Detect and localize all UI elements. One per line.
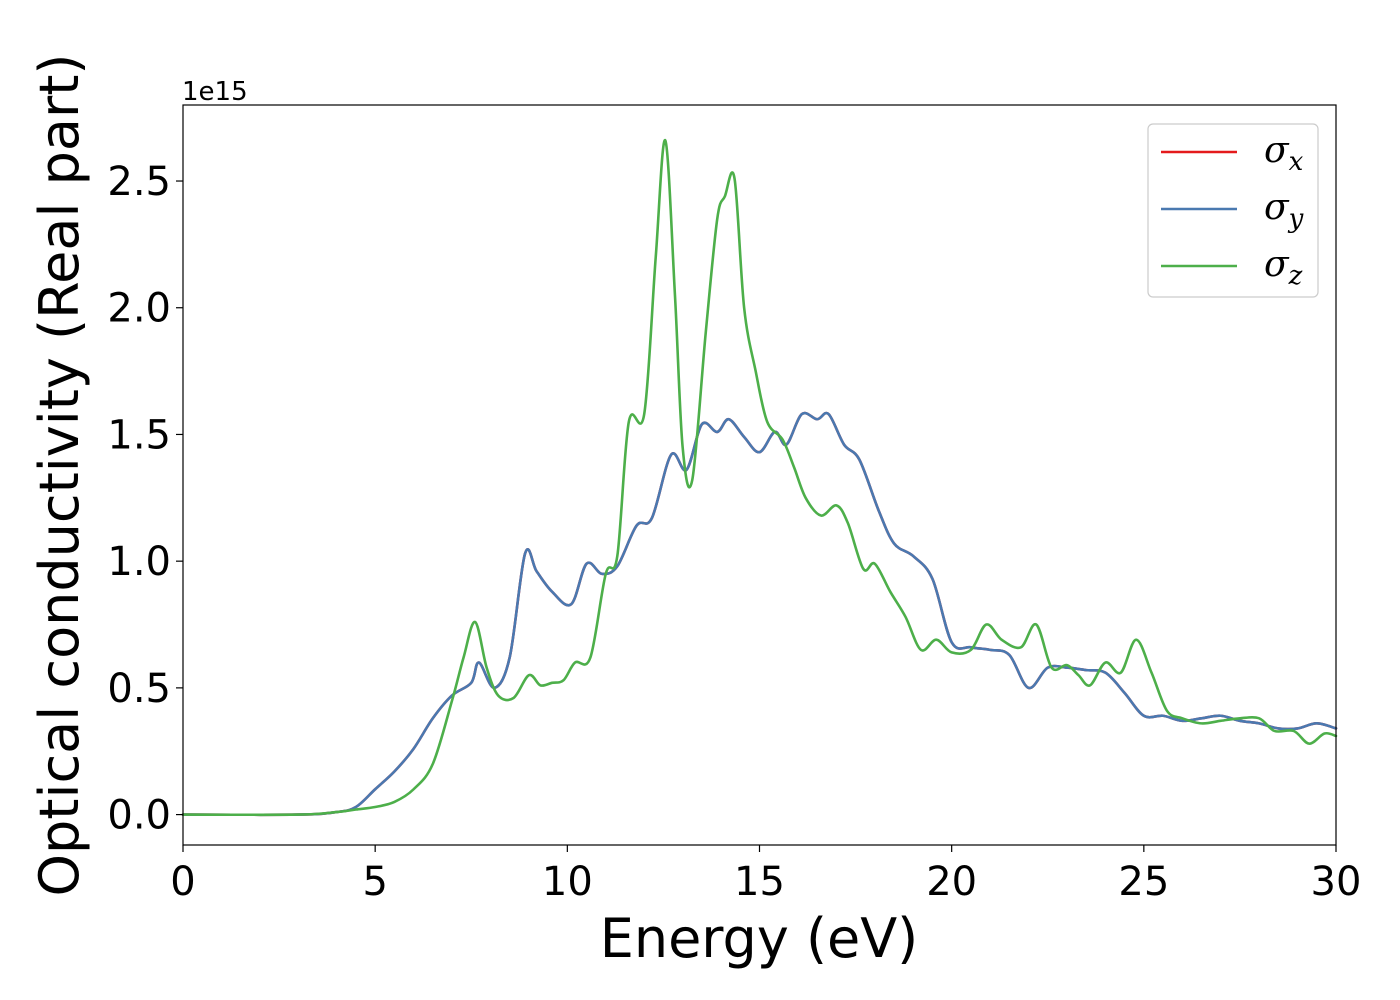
x-tick-label: 30: [1311, 859, 1362, 905]
series-layer: [181, 139, 1338, 817]
y-tick-label: 2.5: [107, 159, 171, 205]
y-axis-label: Optical conductivity (Real part): [28, 54, 91, 897]
legend-label-z: σz: [1264, 244, 1303, 291]
x-axis: 0 5 10 15 20 25 30: [170, 845, 1361, 905]
y-tick-label: 0.0: [107, 793, 171, 839]
y-tick-label: 1.0: [107, 539, 171, 585]
y-offset-label: 1e15: [182, 77, 248, 107]
legend-label-y: σy: [1264, 187, 1304, 234]
x-tick-label: 15: [734, 859, 785, 905]
legend-label-x: σx: [1264, 130, 1304, 177]
y-tick-label: 1.5: [107, 412, 171, 458]
y-tick-label: 2.0: [107, 286, 171, 332]
x-axis-label: Energy (eV): [600, 907, 919, 970]
x-tick-label: 25: [1118, 859, 1169, 905]
y-axis: 0.0 0.5 1.0 1.5 2.0 2.5: [107, 159, 183, 839]
legend-box: [1147, 123, 1319, 298]
series-line-z: [181, 139, 1338, 817]
x-tick-label: 5: [362, 859, 387, 905]
legend: σx σy σz: [1147, 123, 1319, 298]
x-tick-label: 20: [926, 859, 977, 905]
x-tick-label: 0: [170, 859, 195, 905]
y-tick-label: 0.5: [107, 666, 171, 712]
x-tick-label: 10: [542, 859, 593, 905]
